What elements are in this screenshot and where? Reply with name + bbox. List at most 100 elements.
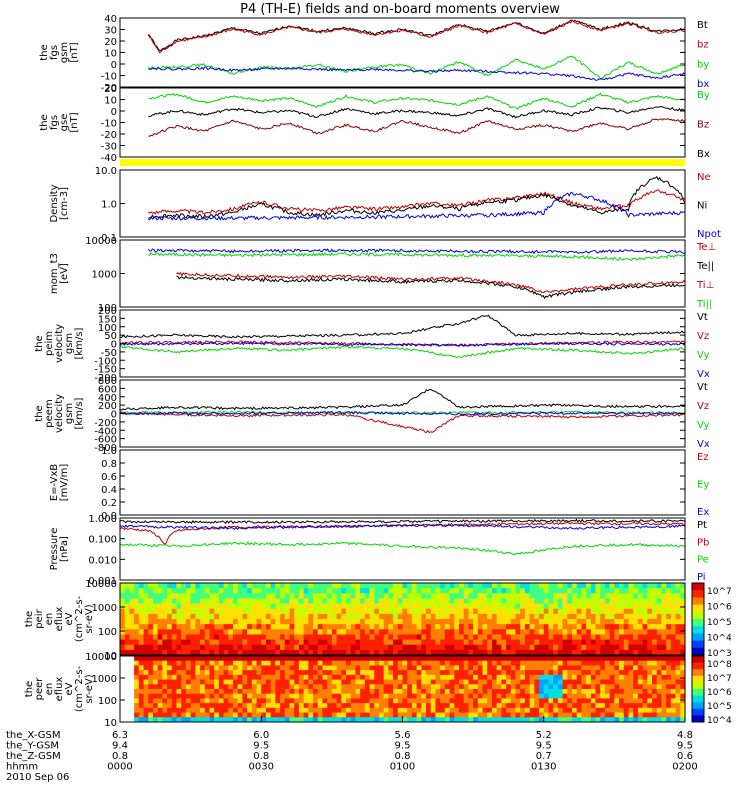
heatmap-cell <box>261 583 267 589</box>
heatmap-cell <box>473 660 479 666</box>
heatmap-cell <box>543 649 549 656</box>
heatmap-cell <box>124 583 130 589</box>
heatmap-cell <box>680 629 686 635</box>
heatmap-cell <box>524 717 531 723</box>
heatmap-cell <box>270 629 276 635</box>
heatmap-cell <box>586 665 592 671</box>
panel-frame <box>119 449 686 516</box>
heatmap-cell <box>524 656 531 662</box>
heatmap-cell <box>435 603 441 610</box>
heatmap-cell <box>421 593 427 599</box>
heatmap-cell <box>327 698 333 704</box>
ytick-label: 50 <box>104 331 117 342</box>
heatmap-cell <box>317 707 323 714</box>
heatmap-cell <box>364 619 371 625</box>
heatmap-cell <box>501 598 507 605</box>
heatmap-cell <box>548 717 554 723</box>
heatmap-cell <box>440 660 446 666</box>
heatmap-cell <box>138 660 145 666</box>
heatmap-cell <box>313 684 319 690</box>
heatmap-cell <box>195 656 201 662</box>
heatmap-cell <box>157 644 163 651</box>
heatmap-cell <box>562 670 568 676</box>
heatmap-cell <box>275 656 281 662</box>
heatmap-cell <box>637 624 644 630</box>
heatmap-cell <box>520 674 526 681</box>
heatmap-cell <box>261 660 267 666</box>
heatmap-cell <box>233 639 239 646</box>
heatmap-cell <box>251 619 258 625</box>
heatmap-cell <box>124 698 130 704</box>
heatmap-cell <box>393 684 399 690</box>
heatmap-cell <box>482 670 488 676</box>
heatmap-cell <box>308 698 314 704</box>
heatmap-cell <box>459 588 465 594</box>
heatmap-cell <box>152 656 159 662</box>
heatmap-cell <box>284 613 290 620</box>
heatmap-cell <box>647 634 653 641</box>
heatmap-cell <box>468 656 474 662</box>
heatmap-cell <box>261 684 267 690</box>
heatmap-cell <box>138 717 145 723</box>
heatmap-cell <box>637 698 644 704</box>
heatmap-cell <box>308 665 314 671</box>
ylabel-line: fgs <box>49 115 60 130</box>
heatmap-cell <box>454 703 460 709</box>
heatmap-cell <box>482 588 488 594</box>
heatmap-cell <box>619 684 625 690</box>
heatmap-cell <box>129 684 135 690</box>
heatmap-cell <box>600 656 606 662</box>
heatmap-cell <box>360 679 366 685</box>
legend-label: Ey <box>697 480 709 491</box>
heatmap-cell <box>346 608 352 615</box>
heatmap-cell <box>313 712 319 718</box>
heatmap-cell <box>402 634 408 641</box>
heatmap-cell <box>388 634 394 641</box>
heatmap-cell <box>402 629 408 635</box>
heatmap-cell <box>675 634 681 641</box>
heatmap-cell <box>628 689 634 695</box>
heatmap-cell <box>637 634 644 641</box>
heatmap-cell <box>143 684 149 690</box>
heatmap-cell <box>666 619 672 625</box>
heatmap-cell <box>609 717 615 723</box>
heatmap-cell <box>506 712 512 718</box>
heatmap-cell <box>360 707 366 714</box>
heatmap-cell <box>261 598 267 605</box>
heatmap-cell <box>430 656 436 662</box>
heatmap-cell <box>374 703 380 709</box>
heatmap-cell <box>181 693 187 699</box>
heatmap-cell <box>185 624 192 630</box>
heatmap-cell <box>543 703 549 709</box>
heatmap-cell <box>553 660 559 666</box>
heatmap-cell <box>661 684 667 690</box>
heatmap-cell <box>284 674 290 681</box>
heatmap-cell <box>543 598 549 605</box>
heatmap-cell <box>383 660 389 666</box>
heatmap-cell <box>364 603 371 610</box>
heatmap-cell <box>675 588 681 594</box>
heatmap-cell <box>586 588 592 594</box>
heatmap-cell <box>680 593 686 599</box>
heatmap-cell <box>435 624 441 630</box>
heatmap-cell <box>378 613 385 620</box>
heatmap-cell <box>204 588 210 594</box>
heatmap-cell <box>374 629 380 635</box>
heatmap-cell <box>670 693 677 699</box>
heatmap-cell <box>576 593 582 599</box>
heatmap-cell <box>223 649 229 656</box>
heatmap-cell <box>204 689 210 695</box>
heatmap-cell <box>223 674 229 681</box>
heatmap-cell <box>369 712 375 718</box>
heatmap-cell <box>534 634 540 641</box>
heatmap-cell <box>647 619 653 625</box>
heatmap-cell <box>336 639 342 646</box>
heatmap-cell <box>656 689 662 695</box>
heatmap-cell <box>298 712 305 718</box>
heatmap-cell <box>506 639 512 646</box>
heatmap-cell <box>270 644 276 651</box>
heatmap-cell <box>642 717 648 723</box>
heatmap-cell <box>407 613 413 620</box>
heatmap-cell <box>609 583 615 589</box>
heatmap-cell <box>378 603 385 610</box>
